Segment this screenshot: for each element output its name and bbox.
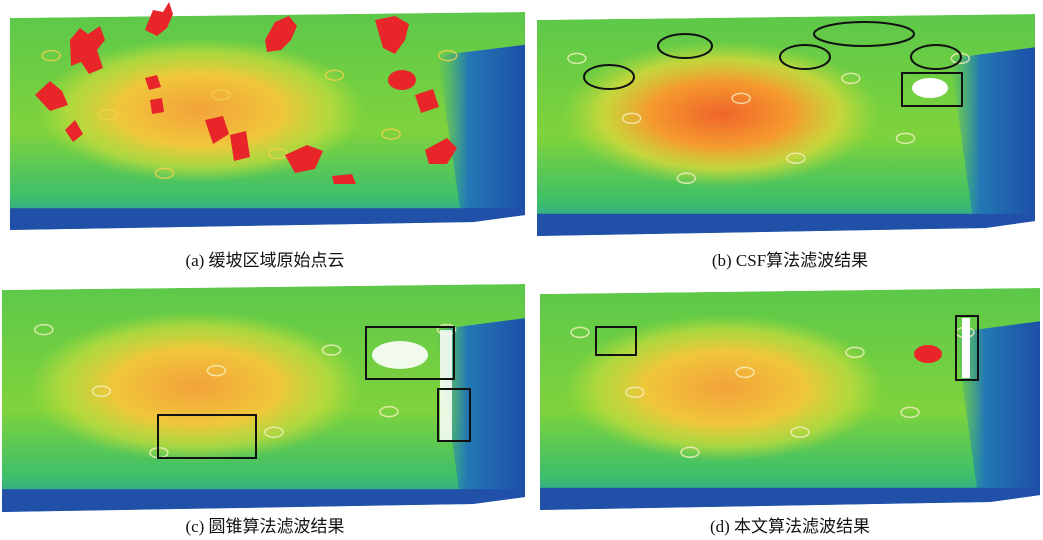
slope-bottom [540, 488, 1040, 510]
white-patch [912, 78, 948, 98]
elevation-high [562, 41, 881, 188]
caption: (b) CSF算法滤波结果 [712, 251, 868, 270]
slope-bottom [10, 208, 525, 230]
white-patch [440, 330, 452, 440]
white-patch [372, 341, 428, 369]
caption: (c) 圆锥算法滤波结果 [185, 517, 344, 536]
slope-bottom [537, 214, 1035, 236]
caption: (d) 本文算法滤波结果 [710, 517, 870, 536]
figure: (a) 缓坡区域原始点云 (b) CSF算法滤波结果 (c) 圆锥算法滤波结果 … [0, 0, 1043, 540]
hot-spot [914, 345, 942, 363]
hot-spot [388, 70, 416, 90]
point-cloud [537, 14, 1035, 236]
elevation-high [565, 315, 885, 462]
white-patch [962, 318, 970, 378]
slope-bottom [2, 489, 525, 512]
elevation-high [28, 311, 363, 461]
caption: (a) 缓坡区域原始点云 [185, 251, 344, 270]
